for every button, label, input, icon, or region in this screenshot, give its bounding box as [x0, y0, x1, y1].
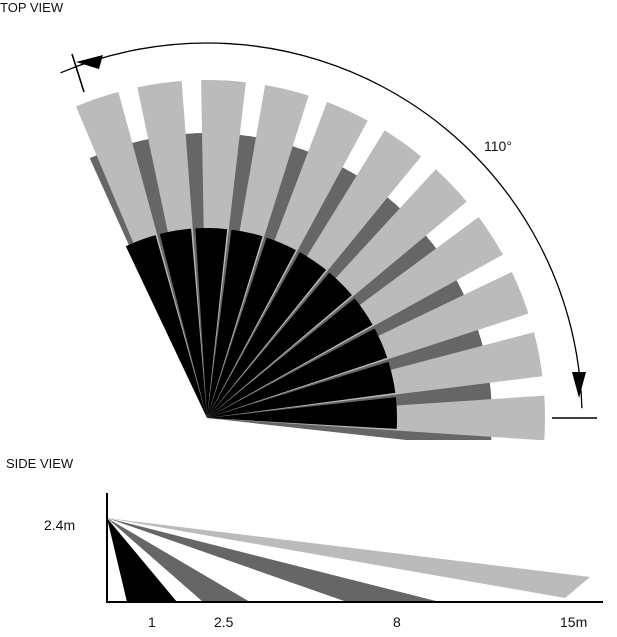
near-zone-1 [125, 235, 207, 418]
side-beam-mid [107, 518, 250, 602]
near-zone-10 [207, 361, 396, 418]
near-zone-6 [207, 252, 327, 418]
near-zone-9 [207, 328, 388, 418]
near-zone-3 [195, 228, 228, 418]
side-beam-long [107, 518, 440, 602]
mount-height-label: 2.4m [44, 517, 76, 533]
angle-tick-left [71, 53, 85, 93]
distance-label-2: 2.5 [214, 614, 234, 630]
near-zone-4 [207, 229, 263, 418]
near-zone-7 [207, 272, 352, 418]
angle-arrowhead-right [572, 372, 586, 398]
distance-label-4: 15m [560, 614, 588, 630]
side-beam-near [107, 518, 177, 602]
near-zone-5 [207, 237, 296, 418]
side-view-title: SIDE VIEW [6, 456, 74, 471]
top-view-title: TOP VIEW [0, 0, 64, 15]
top-view-diagram [60, 42, 597, 440]
side-beam-far [107, 518, 590, 598]
angle-arc [60, 42, 583, 409]
distance-label-1: 1 [148, 614, 156, 630]
mid-zone-5 [207, 149, 354, 418]
angle-arrowhead-left [76, 55, 103, 69]
angle-label: 110° [484, 138, 512, 154]
near-zone-8 [207, 298, 373, 418]
distance-label-3: 8 [393, 614, 401, 630]
near-range-zones [125, 228, 397, 429]
near-zone-11 [207, 397, 397, 429]
near-zone-2 [159, 228, 207, 418]
